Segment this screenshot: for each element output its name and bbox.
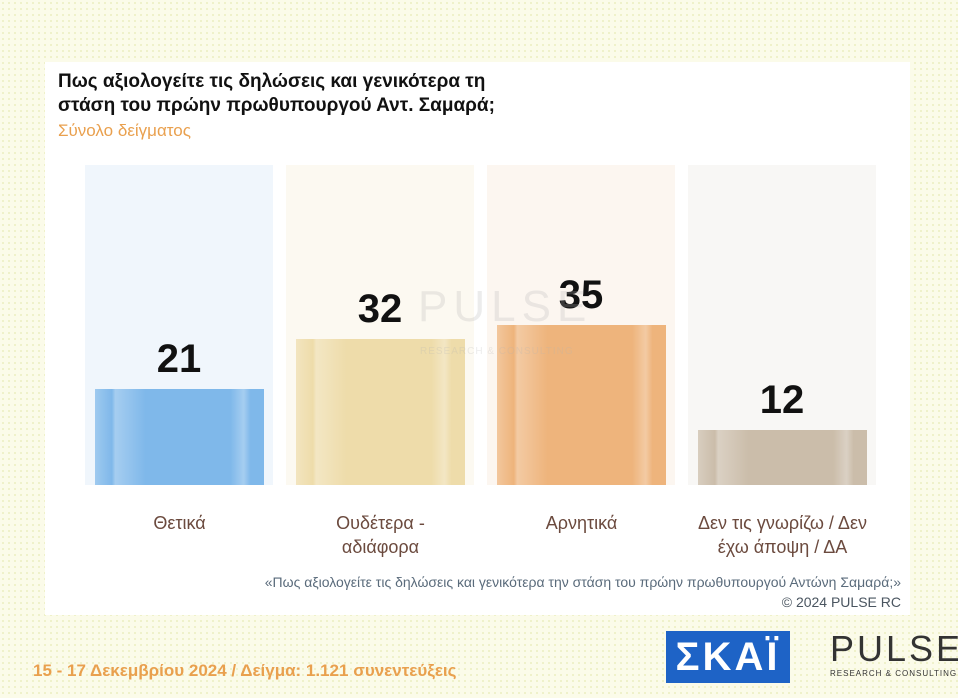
chart-subtitle: Σύνολο δείγματος [58, 121, 191, 140]
value-label: 32 [357, 286, 403, 331]
value-label: 12 [759, 378, 805, 423]
skai-logo: ΣΚΑΪ [666, 631, 790, 683]
pulse-logo: PULSE [830, 628, 958, 669]
value-label: 35 [558, 273, 604, 317]
watermark-tagline: RESEARCH & CONSULTING [420, 346, 574, 357]
category-label: Δεν τις γνωρίζω / Δεν έχω άποψη / ΔΑ [698, 513, 867, 557]
date-sample: 15 - 17 Δεκεμβρίου 2024 / Δείγμα: 1.121 … [33, 661, 457, 680]
category-label: Θετικά [153, 513, 206, 533]
bar [95, 389, 264, 485]
bar [296, 338, 465, 486]
pulse-tagline: RESEARCH & CONSULTING [830, 669, 958, 678]
bar [698, 430, 867, 485]
watermark: PULSE [418, 282, 593, 331]
bar [497, 325, 666, 485]
category-label: Αρνητικά [545, 513, 618, 533]
chart-title: Πως αξιολογείτε τις δηλώσεις και γενικότ… [58, 71, 495, 116]
category-label: Ουδέτερα - αδιάφορα [336, 513, 425, 557]
footnote: «Πως αξιολογείτε τις δηλώσεις και γενικό… [264, 574, 901, 590]
copyright: © 2024 PULSE RC [781, 594, 901, 610]
value-label: 21 [156, 337, 202, 381]
